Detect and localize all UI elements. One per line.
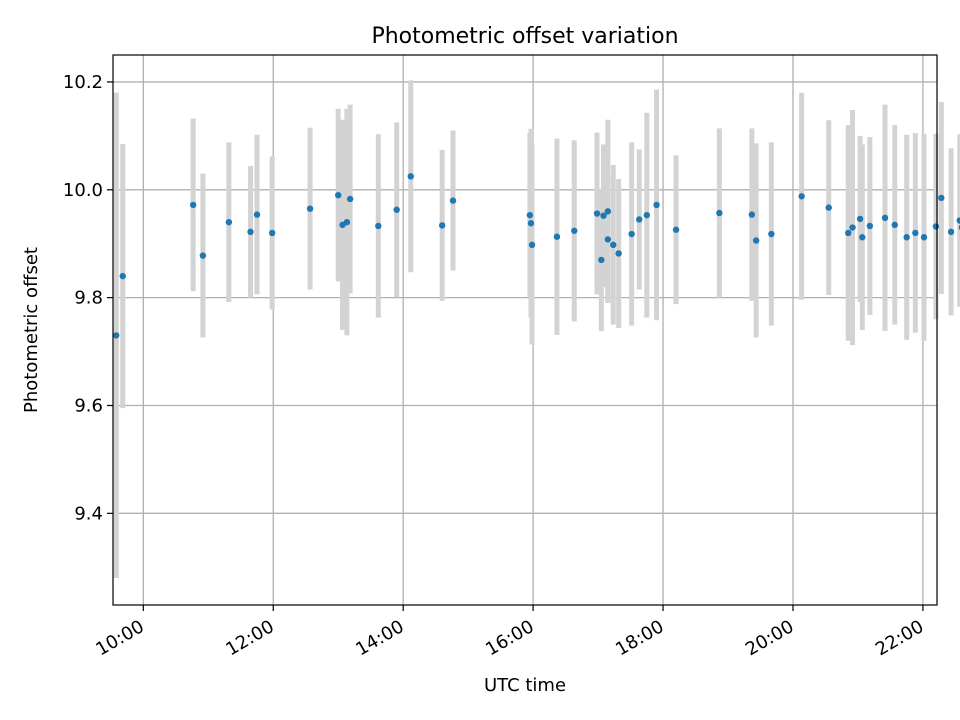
- data-point: [866, 222, 874, 230]
- data-point: [610, 241, 617, 249]
- data-point: [849, 224, 856, 231]
- data-point: [956, 217, 960, 224]
- data-point: [628, 230, 635, 238]
- y-tick-label: 9.4: [74, 503, 103, 524]
- x-axis-label: UTC time: [484, 675, 566, 696]
- data-point: [947, 228, 955, 236]
- data-point: [335, 191, 342, 199]
- data-point: [825, 204, 832, 211]
- data-point: [636, 216, 643, 223]
- data-point: [903, 234, 910, 241]
- plot-frame: [112, 54, 938, 606]
- data-point: [407, 173, 414, 180]
- data-point: [268, 229, 276, 237]
- data-point: [600, 212, 607, 219]
- data-point: [798, 193, 805, 200]
- data-point: [526, 211, 534, 219]
- y-axis-label: Photometric offset: [21, 247, 42, 413]
- data-point: [643, 211, 651, 219]
- data-point: [932, 223, 940, 230]
- data-point: [845, 229, 852, 237]
- data-point: [343, 218, 351, 226]
- data-point: [225, 218, 233, 226]
- data-point: [346, 195, 354, 203]
- y-tick-label: 9.8: [74, 288, 103, 309]
- chart-title: Photometric offset variation: [371, 24, 678, 49]
- data-point: [752, 237, 760, 244]
- data-point: [920, 234, 928, 241]
- data-point: [768, 230, 775, 238]
- data-point: [528, 241, 536, 249]
- data-point: [375, 222, 382, 230]
- data-point: [856, 215, 864, 223]
- data-point: [653, 201, 660, 209]
- data-point: [199, 252, 207, 259]
- data-point: [449, 197, 457, 204]
- data-point: [527, 220, 535, 227]
- data-point: [672, 226, 680, 233]
- y-tick-label: 10.2: [63, 72, 103, 93]
- data-point: [306, 205, 314, 212]
- data-point: [716, 209, 723, 217]
- data-point: [615, 250, 622, 257]
- data-point: [253, 211, 261, 218]
- point-layer: [113, 173, 960, 339]
- data-point: [593, 210, 601, 217]
- data-point: [859, 234, 866, 241]
- data-point: [598, 256, 605, 264]
- data-point: [393, 206, 400, 213]
- data-point: [938, 194, 945, 202]
- data-point: [604, 208, 612, 215]
- data-point: [881, 214, 889, 222]
- data-point: [891, 221, 898, 229]
- data-point: [247, 228, 254, 236]
- data-point: [912, 229, 919, 237]
- y-tick-label: 10.0: [63, 180, 103, 201]
- data-point: [113, 332, 120, 339]
- data-point: [571, 227, 578, 234]
- data-point: [748, 211, 756, 218]
- data-point: [604, 236, 612, 243]
- data-point: [553, 233, 561, 240]
- data-point: [119, 272, 126, 280]
- y-tick-label: 9.6: [74, 395, 103, 416]
- data-point: [438, 222, 446, 229]
- data-point: [189, 201, 197, 209]
